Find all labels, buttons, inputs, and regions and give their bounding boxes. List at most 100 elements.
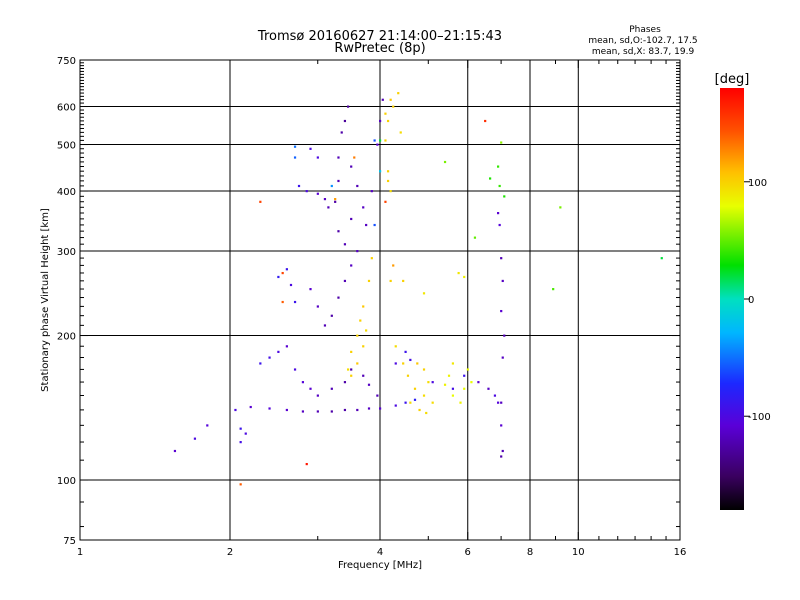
data-point bbox=[431, 381, 434, 384]
data-point bbox=[340, 131, 343, 134]
y-tick-label: 75 bbox=[63, 536, 76, 547]
data-point bbox=[367, 279, 371, 283]
data-point bbox=[367, 407, 371, 410]
data-point bbox=[386, 179, 390, 183]
data-point bbox=[503, 334, 506, 337]
data-point bbox=[365, 223, 368, 227]
data-point bbox=[489, 177, 492, 180]
data-point bbox=[309, 387, 312, 390]
data-point bbox=[356, 362, 359, 365]
data-point bbox=[660, 257, 663, 260]
data-point bbox=[337, 296, 340, 299]
data-point bbox=[350, 165, 353, 168]
data-point bbox=[496, 165, 500, 168]
y-tick-label: 600 bbox=[57, 103, 76, 114]
data-point bbox=[277, 350, 280, 353]
data-point bbox=[394, 404, 397, 407]
data-point bbox=[301, 381, 305, 384]
data-point bbox=[406, 374, 410, 377]
y-tick-label: 750 bbox=[57, 56, 76, 67]
data-point bbox=[559, 206, 562, 209]
data-point bbox=[259, 362, 262, 365]
data-point bbox=[234, 408, 237, 412]
data-point bbox=[334, 198, 337, 201]
data-point bbox=[359, 319, 362, 322]
data-point bbox=[500, 455, 503, 458]
data-point bbox=[350, 368, 353, 371]
stats-heading: Phases bbox=[629, 25, 661, 35]
data-point bbox=[498, 223, 501, 227]
data-point bbox=[337, 156, 340, 159]
data-point bbox=[362, 374, 365, 377]
data-point bbox=[330, 410, 333, 413]
data-point bbox=[501, 279, 504, 283]
data-point bbox=[350, 264, 353, 267]
data-point bbox=[316, 305, 319, 308]
data-point bbox=[239, 483, 242, 486]
data-point bbox=[356, 250, 359, 253]
data-point bbox=[362, 305, 365, 308]
x-tick-labels: 1 2 4 6 8 10 16 bbox=[77, 547, 687, 558]
data-point bbox=[389, 279, 392, 283]
x-tick-label: 10 bbox=[572, 547, 585, 558]
data-point bbox=[367, 383, 371, 386]
x-tick-label: 4 bbox=[377, 547, 383, 558]
data-points bbox=[173, 92, 663, 486]
data-point bbox=[346, 368, 350, 371]
data-point bbox=[353, 156, 356, 159]
data-point bbox=[346, 105, 350, 108]
data-point bbox=[394, 362, 397, 365]
data-point bbox=[418, 408, 421, 412]
data-point bbox=[281, 271, 284, 275]
data-point bbox=[373, 139, 376, 142]
data-point bbox=[389, 98, 392, 101]
data-point bbox=[323, 198, 327, 201]
data-point bbox=[343, 243, 347, 246]
plot-frame bbox=[79, 59, 681, 541]
colorbar-tick-label: 0 bbox=[748, 295, 754, 306]
data-point bbox=[289, 283, 293, 287]
data-point bbox=[503, 195, 506, 198]
x-axis-label: Frequency [MHz] bbox=[338, 560, 422, 571]
stats-line-x: mean, sd,X: 83.7, 19.9 bbox=[592, 47, 695, 57]
data-point bbox=[293, 368, 297, 371]
data-point bbox=[316, 192, 319, 195]
data-point bbox=[473, 236, 477, 239]
data-point bbox=[316, 156, 319, 159]
data-point bbox=[386, 170, 390, 173]
data-point bbox=[451, 394, 455, 397]
data-point bbox=[413, 398, 417, 401]
data-point bbox=[379, 407, 382, 410]
data-point bbox=[386, 119, 390, 123]
data-point bbox=[327, 206, 330, 209]
data-point bbox=[259, 200, 262, 203]
data-point bbox=[500, 141, 503, 144]
data-point bbox=[376, 394, 379, 397]
data-point bbox=[334, 200, 337, 203]
data-point bbox=[305, 190, 308, 193]
data-point bbox=[379, 119, 382, 123]
data-point bbox=[500, 424, 503, 427]
data-point bbox=[399, 131, 402, 134]
colorbar-tick-label: -100 bbox=[748, 412, 771, 423]
data-point bbox=[413, 387, 417, 390]
data-point bbox=[463, 275, 466, 279]
data-point bbox=[384, 200, 387, 203]
data-point bbox=[309, 147, 312, 150]
colorbar bbox=[720, 88, 744, 510]
data-point bbox=[356, 408, 359, 412]
data-point bbox=[173, 449, 177, 453]
data-point bbox=[316, 394, 319, 397]
colorbar-tick-label: 100 bbox=[748, 178, 767, 189]
data-point bbox=[496, 212, 500, 215]
data-point bbox=[402, 362, 405, 365]
data-point bbox=[498, 184, 501, 188]
data-point bbox=[392, 105, 395, 108]
data-point bbox=[501, 356, 504, 359]
data-point bbox=[416, 362, 419, 365]
data-point bbox=[293, 145, 297, 148]
data-point bbox=[365, 329, 368, 332]
x-tick-label: 2 bbox=[227, 547, 233, 558]
data-point bbox=[384, 112, 387, 115]
data-point bbox=[376, 143, 379, 146]
